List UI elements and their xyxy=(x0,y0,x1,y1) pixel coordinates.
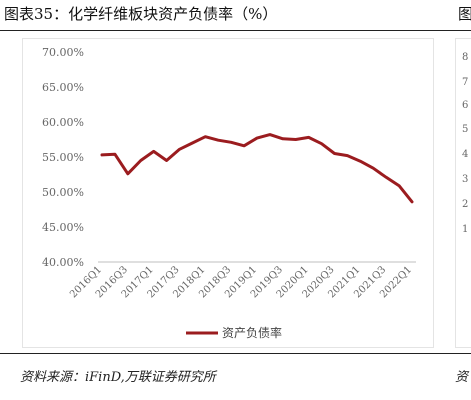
data-point xyxy=(230,141,232,143)
data-point xyxy=(346,155,348,157)
data-point xyxy=(295,139,297,141)
data-point xyxy=(127,173,129,175)
next-chart-tick: 4 xyxy=(462,149,469,160)
series-line xyxy=(100,133,414,204)
title-rule xyxy=(0,30,471,31)
data-point xyxy=(334,153,336,155)
chart-panel xyxy=(22,38,434,348)
next-chart-tick: 3 xyxy=(462,174,469,185)
next-chart-tick: 6 xyxy=(462,100,469,111)
y-tick-label: 40.00% xyxy=(42,256,84,269)
data-point xyxy=(217,139,219,141)
data-point xyxy=(114,153,116,155)
y-tick-label: 65.00% xyxy=(42,81,84,94)
data-point xyxy=(411,201,413,203)
figure-title: 图表35：化学纤维板块资产负债率（%） xyxy=(4,5,278,23)
y-tick-label: 55.00% xyxy=(42,151,84,164)
data-point xyxy=(179,148,181,150)
data-point xyxy=(269,134,271,136)
data-point xyxy=(101,154,103,156)
data-point xyxy=(398,185,400,187)
data-point xyxy=(140,160,142,162)
data-point xyxy=(321,143,323,145)
y-tick-label: 60.00% xyxy=(42,116,84,129)
data-point xyxy=(359,160,361,162)
next-chart-panel-fragment xyxy=(455,38,471,348)
data-point xyxy=(204,136,206,138)
y-tick-label: 70.00% xyxy=(42,46,84,59)
data-point xyxy=(153,150,155,152)
data-point xyxy=(308,136,310,138)
data-point xyxy=(243,145,245,147)
next-source-fragment: 资 xyxy=(455,370,469,385)
data-point xyxy=(282,138,284,140)
source-note: 资料来源：iFinD,万联证券研究所 xyxy=(20,370,216,385)
series-group xyxy=(100,133,414,204)
data-point xyxy=(166,160,168,162)
data-point xyxy=(372,167,374,169)
next-chart-tick: 8 xyxy=(462,52,469,63)
x-axis: 2016Q12016Q32017Q12017Q32018Q12018Q32019… xyxy=(68,261,416,300)
legend-label: 资产负债率 xyxy=(222,325,282,340)
y-tick-label: 50.00% xyxy=(42,186,84,199)
data-point xyxy=(385,176,387,178)
next-chart-tick: 5 xyxy=(462,124,469,135)
next-chart-tick: 1 xyxy=(462,224,469,235)
source-rule xyxy=(0,353,471,354)
data-point xyxy=(256,137,258,139)
legend: 资产负债率 xyxy=(186,325,282,340)
y-tick-label: 45.00% xyxy=(42,221,84,234)
next-chart-tick: 7 xyxy=(462,77,469,88)
data-point xyxy=(191,142,193,144)
next-figure-title-fragment: 图 xyxy=(458,5,471,23)
next-chart-tick: 2 xyxy=(462,199,469,210)
y-axis: 40.00% 45.00% 50.00% 55.00% 60.00% 65.00% 70.0… xyxy=(42,46,84,269)
